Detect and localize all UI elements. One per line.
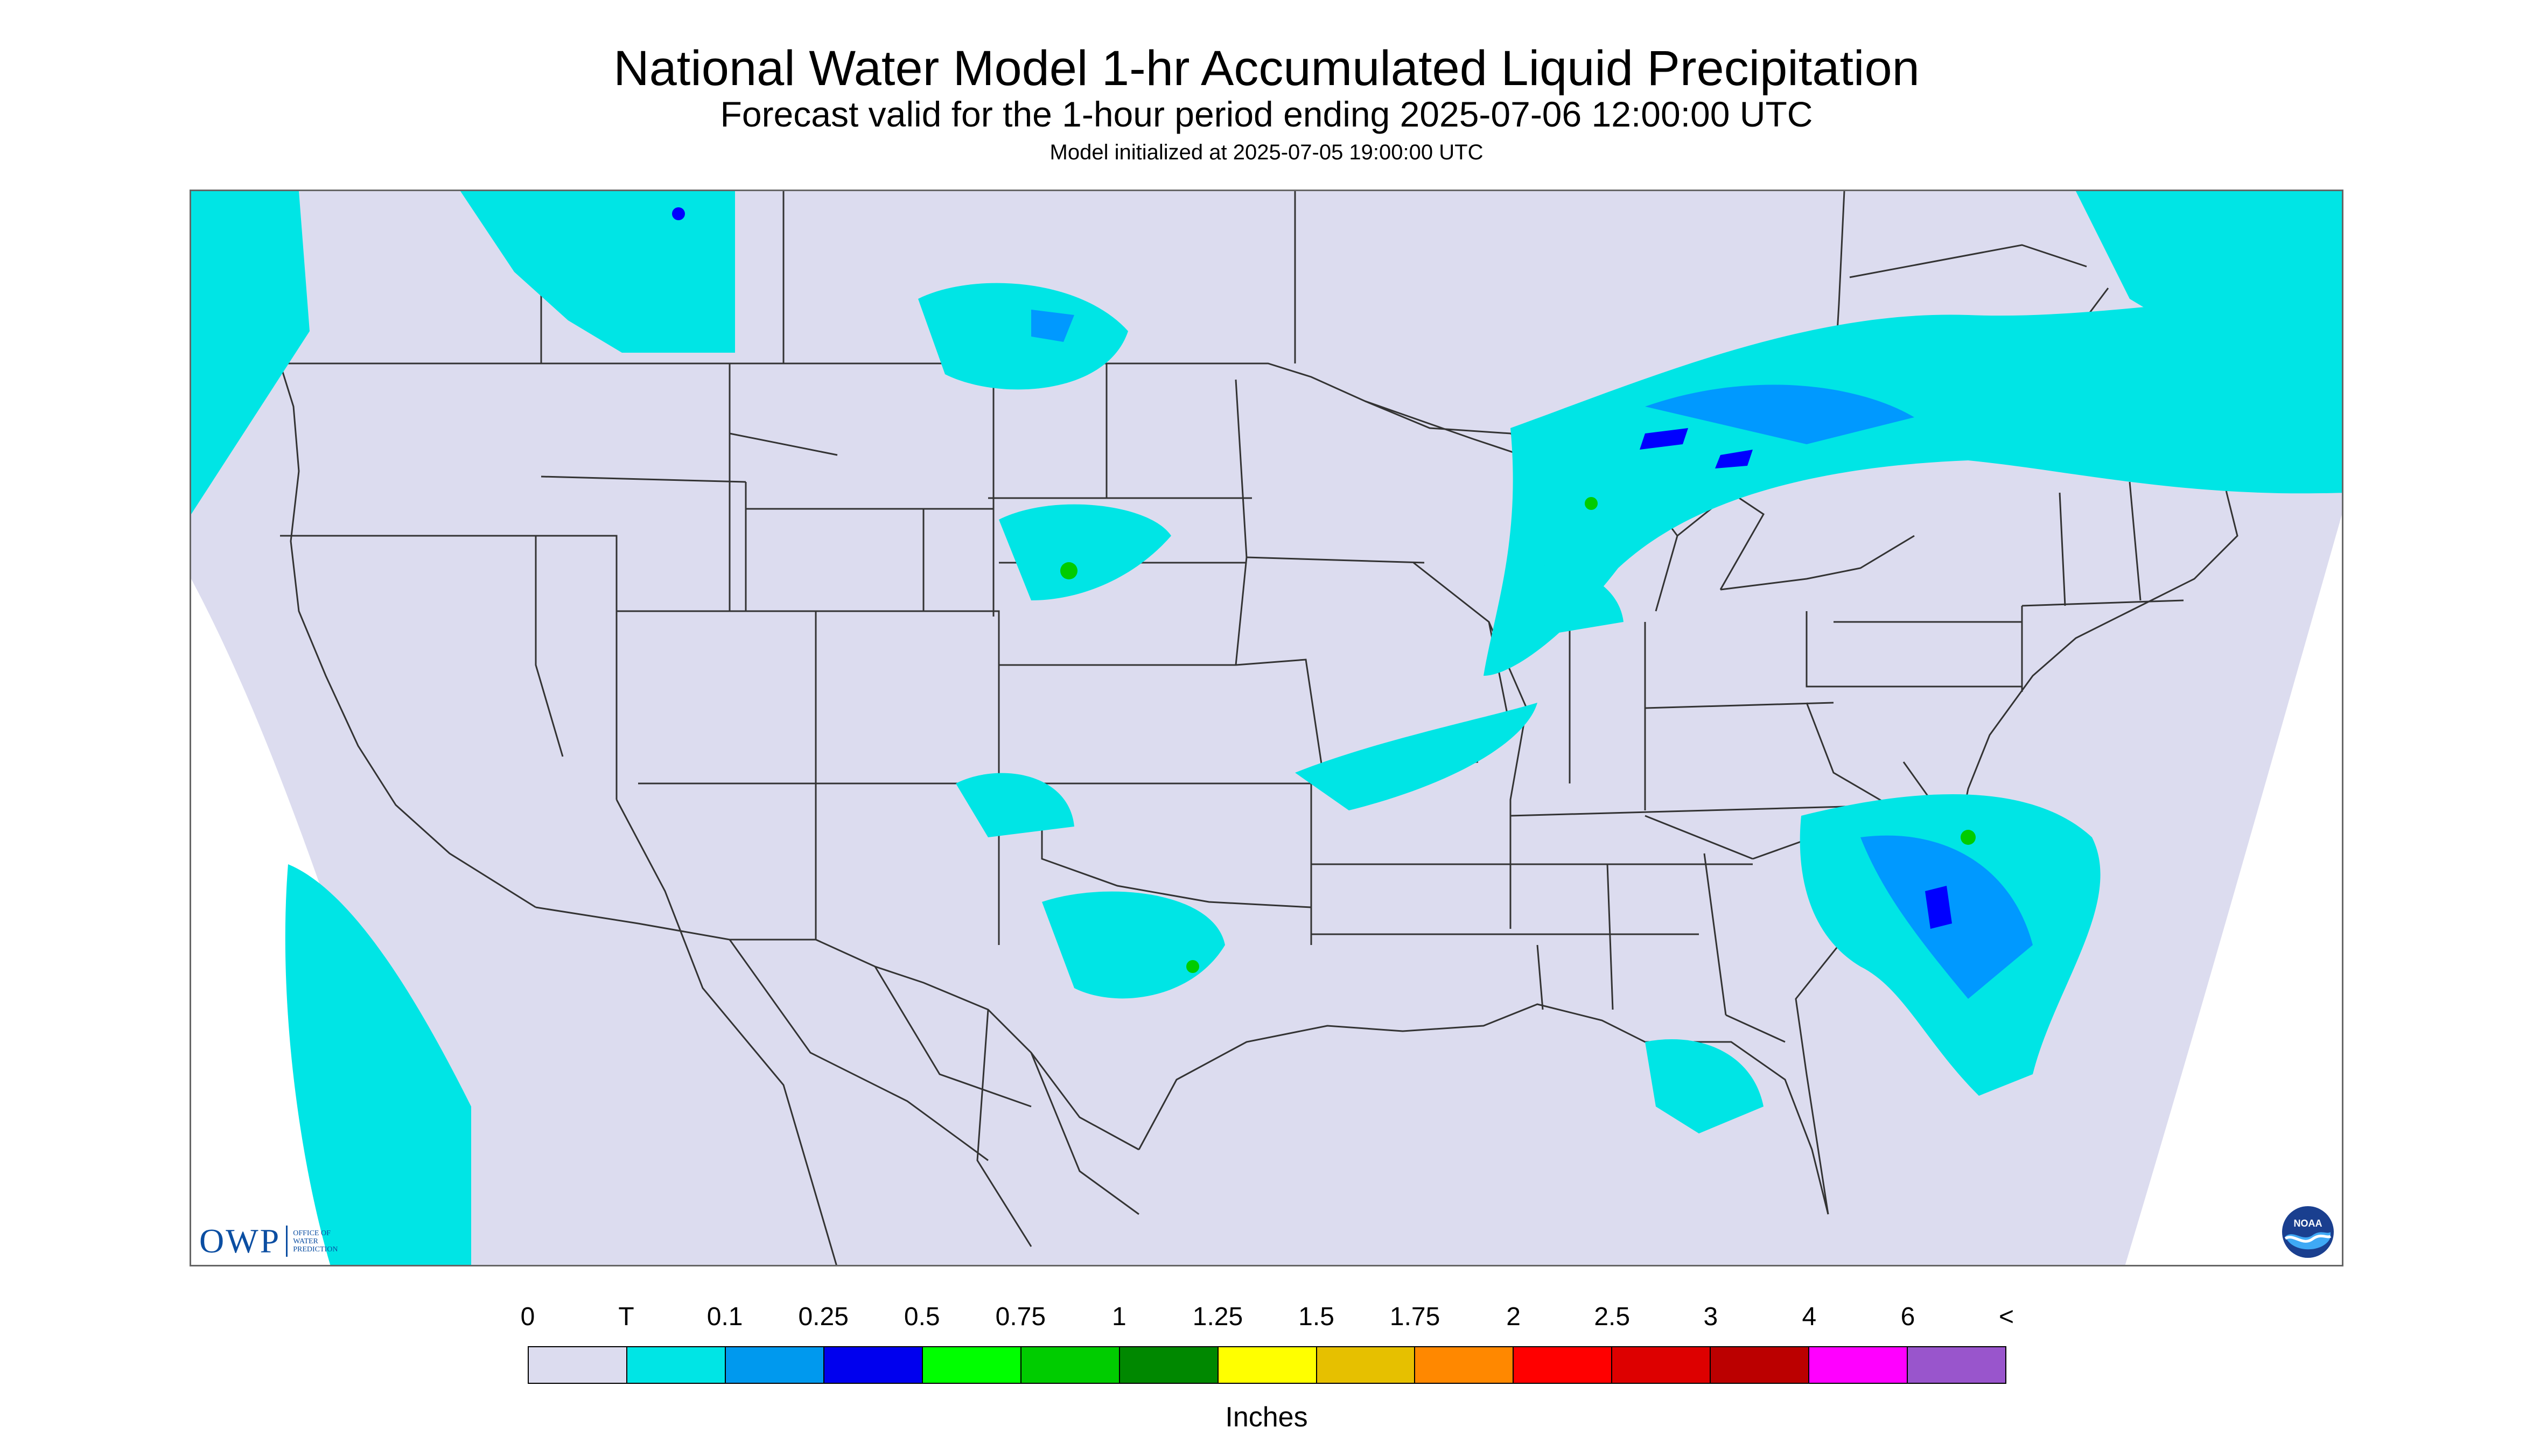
legend-swatch (1711, 1347, 1810, 1383)
legend-tick-label: < (1998, 1303, 2014, 1331)
owp-logo-line-1: Office of (293, 1229, 331, 1237)
legend-tick-label: 0.5 (904, 1303, 940, 1331)
precipitation-map (190, 190, 2343, 1266)
legend-tick-label: 0.1 (706, 1303, 743, 1331)
legend-tick-label: 3 (1703, 1303, 1718, 1331)
legend-swatch (1218, 1347, 1317, 1383)
legend-swatch (1119, 1347, 1219, 1383)
legend-tick-label: 0.25 (798, 1303, 849, 1331)
legend-swatch (1612, 1347, 1711, 1383)
legend-swatch (627, 1347, 726, 1383)
legend-swatch (922, 1347, 1021, 1383)
legend-tick-label: 4 (1802, 1303, 1817, 1331)
legend-swatch (529, 1347, 627, 1383)
owp-logo: OWP Office of Water Prediction (199, 1222, 358, 1260)
legend-swatch (1021, 1347, 1120, 1383)
legend-tick-label: 2 (1506, 1303, 1521, 1331)
precipitation-moderate-green (1060, 497, 1976, 973)
map-title: National Water Model 1-hr Accumulated Li… (613, 41, 1920, 96)
legend-swatch (1415, 1347, 1514, 1383)
legend-swatch (1908, 1347, 2006, 1383)
color-legend (528, 1346, 2006, 1384)
legend-units: Inches (1225, 1402, 1308, 1433)
map-svg (191, 191, 2342, 1265)
legend-swatch (824, 1347, 923, 1383)
legend-swatch (725, 1347, 824, 1383)
map-subtitle: Forecast valid for the 1-hour period end… (720, 94, 1813, 134)
owp-logo-text: OWP (199, 1222, 281, 1260)
owp-logo-line-3: Prediction (293, 1245, 338, 1254)
precipitation-heavy (672, 207, 1952, 929)
legend-tick-label: 2.5 (1594, 1303, 1631, 1331)
owp-logo-subtitle: Office of Water Prediction (293, 1229, 358, 1254)
owp-logo-line-2: Water (293, 1237, 318, 1245)
noaa-logo-text: NOAA (2294, 1218, 2322, 1229)
noaa-logo-icon: NOAA (2282, 1206, 2334, 1258)
owp-logo-divider (286, 1226, 288, 1257)
model-init-time: Model initialized at 2025-07-05 19:00:00… (1049, 141, 1484, 164)
legend-swatch (1514, 1347, 1613, 1383)
legend-swatch (1317, 1347, 1416, 1383)
legend-tick-label: 6 (1900, 1303, 1915, 1331)
legend-tick-label: 0 (520, 1303, 535, 1331)
legend-tick-label: 1.25 (1192, 1303, 1243, 1331)
legend-tick-label: 1.75 (1389, 1303, 1440, 1331)
legend-tick-label: 1.5 (1298, 1303, 1334, 1331)
legend-swatch (1809, 1347, 1908, 1383)
legend-tick-label: 1 (1112, 1303, 1126, 1331)
noaa-logo: NOAA (2281, 1205, 2335, 1262)
legend-tick-label: 0.75 (995, 1303, 1046, 1331)
legend-tick-label: T (618, 1303, 634, 1331)
